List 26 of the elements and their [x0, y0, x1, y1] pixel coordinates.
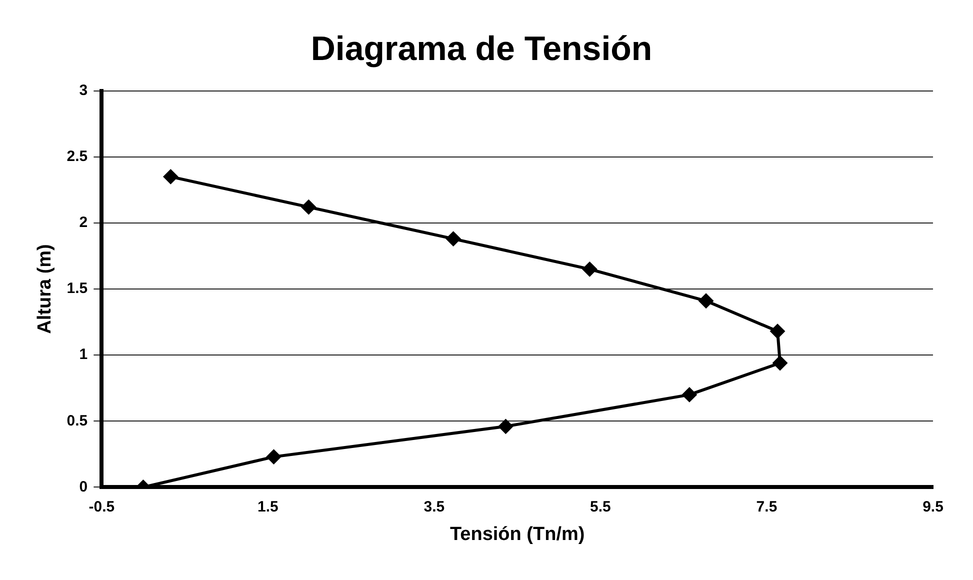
- point: [698, 293, 714, 308]
- point: [770, 324, 786, 339]
- y-axis-title: Altura (m): [34, 244, 56, 334]
- point: [682, 387, 697, 402]
- point: [772, 355, 788, 370]
- point: [498, 418, 514, 434]
- y-tick-label: 3: [79, 82, 88, 99]
- x-tick-label: 1.5: [257, 498, 278, 516]
- point: [266, 449, 282, 464]
- point: [163, 169, 178, 184]
- x-tick-label: 9.5: [922, 498, 944, 516]
- x-tick-label: 3.5: [424, 498, 445, 516]
- point: [301, 200, 316, 215]
- y-tick-label: 0.5: [66, 412, 88, 430]
- chart-title: Diagrama de Tensión: [310, 30, 652, 68]
- y-tick-label: 0: [79, 478, 88, 496]
- x-tick-label: 5.5: [590, 498, 611, 516]
- x-tick-label: 7.5: [756, 498, 778, 516]
- point: [446, 231, 461, 246]
- y-tick-label: 2: [79, 214, 88, 232]
- y-tick-label: 2.5: [66, 148, 88, 166]
- y-tick-label: 1: [79, 346, 88, 364]
- point: [582, 262, 598, 277]
- x-tick-label: -0.5: [88, 498, 115, 516]
- y-tick-label: 1.5: [66, 280, 88, 298]
- x-axis-title: Tensión (Tn/m): [450, 524, 585, 545]
